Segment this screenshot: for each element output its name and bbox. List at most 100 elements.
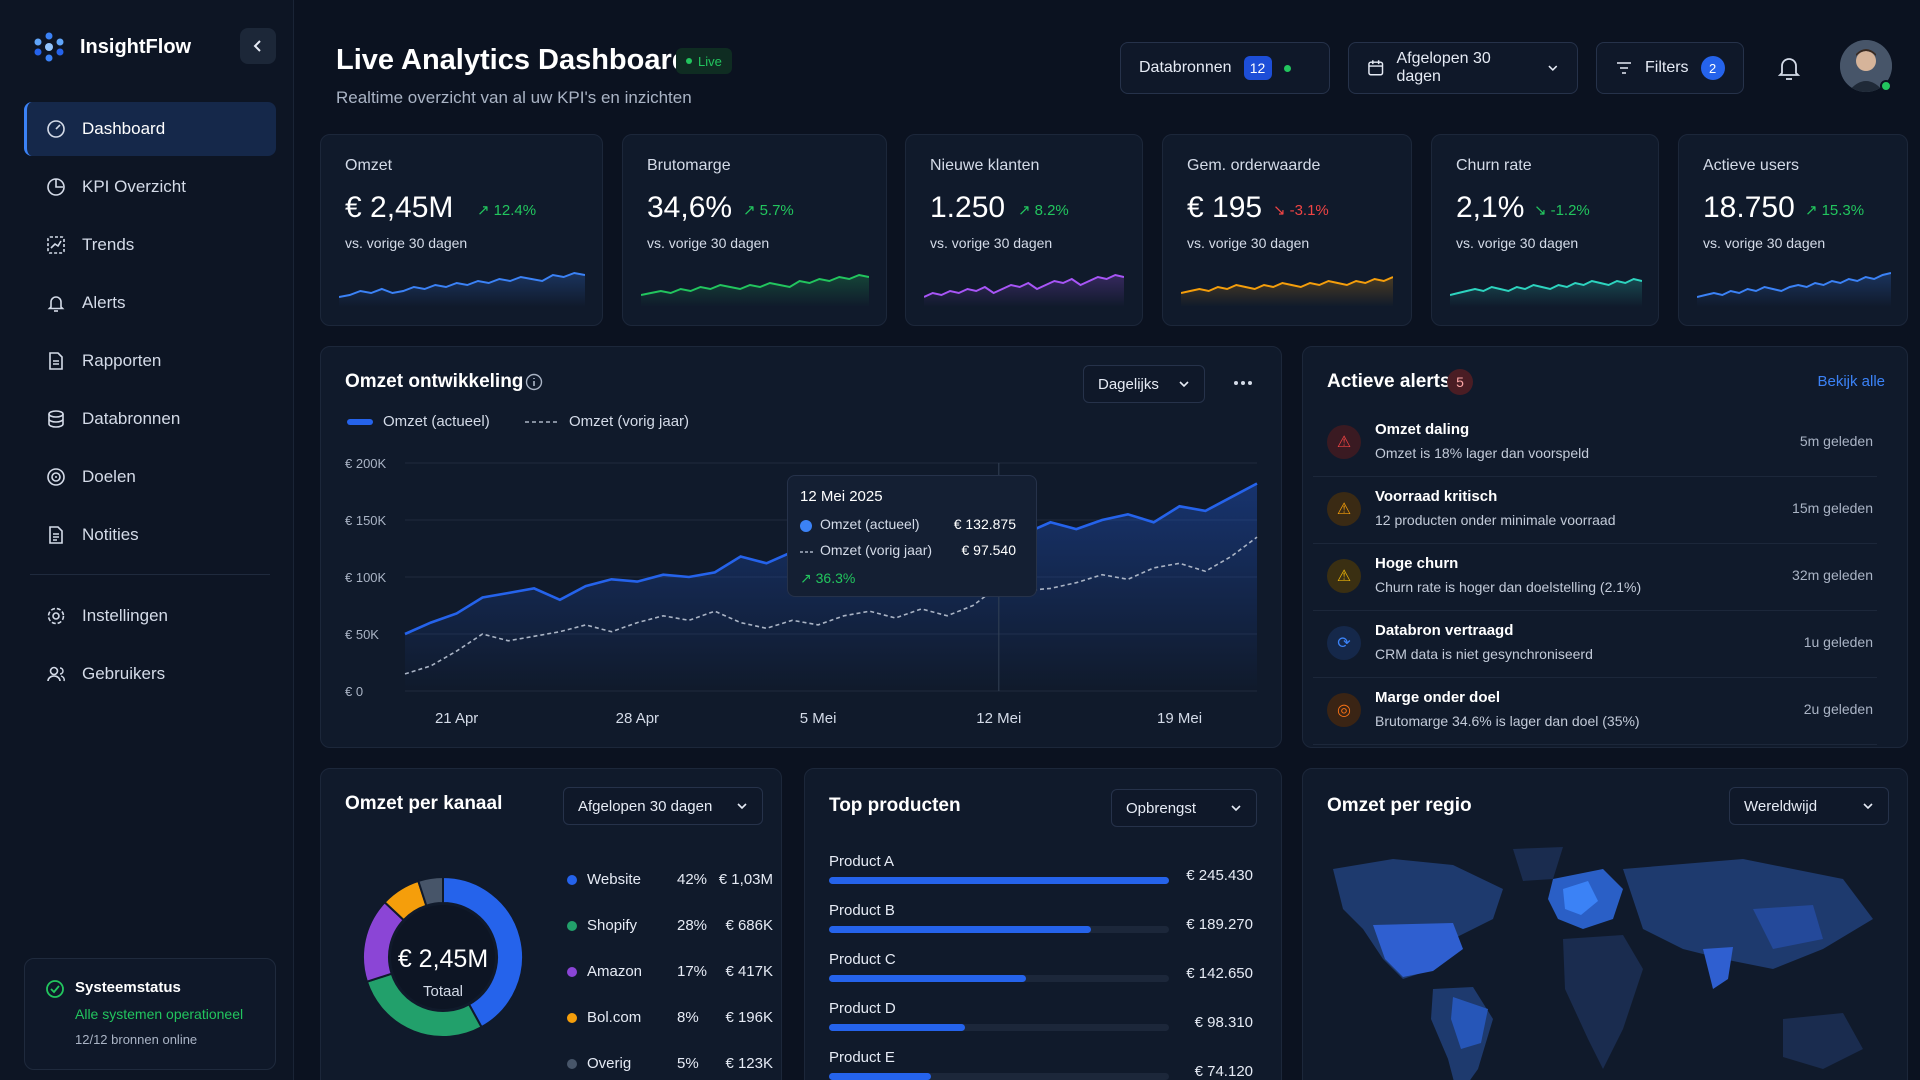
users-icon: [47, 666, 65, 682]
map-china[interactable]: [1753, 905, 1823, 949]
product-row[interactable]: Product B € 189.270: [829, 902, 1253, 946]
product-row[interactable]: Product D € 98.310: [829, 1000, 1253, 1044]
channel-legend-item[interactable]: Bol.com 8% € 196K: [567, 1007, 773, 1031]
kpi-card-orderwaarde[interactable]: Gem. orderwaarde € 195 ↘ -3.1% vs. vorige…: [1162, 134, 1412, 326]
granularity-select[interactable]: Dagelijks: [1083, 365, 1205, 403]
sidebar-item-notities[interactable]: Notities: [24, 508, 276, 562]
kpi-label: Brutomarge: [647, 157, 731, 174]
databronnen-button[interactable]: Databronnen 12: [1120, 42, 1330, 94]
sidebar-item-alerts[interactable]: Alerts: [24, 276, 276, 330]
channel-legend-item[interactable]: Overig 5% € 123K: [567, 1053, 773, 1077]
sidebar-item-label: KPI Overzicht: [82, 177, 186, 196]
kpi-sparkline: [924, 273, 1124, 307]
donut-slice[interactable]: [417, 875, 444, 907]
y-tick-label: € 150K: [345, 513, 387, 528]
channel-pct: 28%: [677, 917, 708, 934]
database-icon: [48, 410, 64, 428]
notifications-bell-icon[interactable]: [1776, 54, 1802, 82]
sidebar-item-rapporten[interactable]: Rapporten: [24, 334, 276, 388]
product-value: € 98.310: [1194, 1014, 1253, 1031]
map-asia[interactable]: [1623, 859, 1873, 969]
sidebar-item-label: Rapporten: [82, 351, 162, 370]
channel-legend-item[interactable]: Amazon 17% € 417K: [567, 961, 773, 985]
y-tick-label: € 100K: [345, 570, 387, 585]
kpi-card-churn[interactable]: Churn rate 2,1% ↘ -1.2% vs. vorige 30 dag…: [1431, 134, 1659, 326]
period-select[interactable]: Afgelopen 30 dagen: [1348, 42, 1578, 94]
alert-desc: CRM data is niet gesynchroniseerd: [1375, 646, 1593, 662]
product-row[interactable]: Product C € 142.650: [829, 951, 1253, 995]
donut-slice[interactable]: [442, 875, 524, 1029]
map-europe-highlight[interactable]: [1563, 881, 1598, 915]
sidebar-item-doelen[interactable]: Doelen: [24, 450, 276, 504]
alert-item[interactable]: ⚠ Hoge churn Churn rate is hoger dan doels…: [1313, 547, 1877, 611]
kpi-card-brutomarge[interactable]: Brutomarge 34,6% ↗ 5.7% vs. vorige 30 dag…: [622, 134, 887, 326]
map-north-america[interactable]: [1333, 859, 1503, 979]
info-icon[interactable]: [525, 373, 543, 391]
channel-legend-item[interactable]: Shopify 28% € 686K: [567, 915, 773, 939]
databronnen-count-badge: 12: [1243, 56, 1272, 80]
kpi-change: ↗ 5.7%: [743, 201, 794, 220]
channel-value: € 123K: [725, 1055, 773, 1072]
kpi-change: ↗ 15.3%: [1805, 201, 1864, 220]
warning-icon: ⚠: [1336, 568, 1352, 585]
product-row[interactable]: Product E € 74.120: [829, 1049, 1253, 1080]
legend-current[interactable]: Omzet (actueel): [347, 413, 490, 430]
kpi-change-value: 5.7%: [759, 201, 794, 219]
product-row[interactable]: Product A € 245.430: [829, 853, 1253, 897]
y-tick-label: € 0: [345, 684, 363, 699]
map-usa[interactable]: [1373, 923, 1463, 977]
system-status-card[interactable]: Systeemstatus Alle systemen operationeel…: [24, 958, 276, 1070]
alert-item[interactable]: ⚠ Omzet daling Omzet is 18% lager dan voor…: [1313, 413, 1877, 477]
more-options-icon[interactable]: [1231, 377, 1255, 389]
products-sort-select[interactable]: Opbrengst: [1111, 789, 1257, 827]
alert-icon-wrap: ⟳: [1327, 626, 1361, 660]
products-sort-value: Opbrengst: [1126, 799, 1197, 817]
trends-icon: [47, 236, 65, 254]
product-value: € 189.270: [1186, 916, 1253, 933]
bell-icon: [47, 296, 65, 312]
system-status-sources: 12/12 bronnen online: [75, 1032, 198, 1047]
map-australia[interactable]: [1783, 1013, 1863, 1069]
product-bar-track: [829, 926, 1169, 933]
alert-item[interactable]: ⚠ Voorraad kritisch 12 producten onder min…: [1313, 480, 1877, 544]
kpi-card-actieve-users[interactable]: Actieve users 18.750 ↗ 15.3% vs. vorige 3…: [1678, 134, 1908, 326]
sidebar-item-kpi[interactable]: KPI Overzicht: [24, 160, 276, 214]
channels-period-select[interactable]: Afgelopen 30 dagen: [563, 787, 763, 825]
channels-donut-chart[interactable]: [343, 857, 543, 1057]
alert-time: 5m geleden: [1799, 433, 1873, 449]
regions-scope-select[interactable]: Wereldwijd: [1729, 787, 1889, 825]
map-india[interactable]: [1703, 947, 1733, 989]
app-logo[interactable]: InsightFlow: [32, 30, 191, 64]
arrow-down-icon: ↘: [1534, 202, 1547, 219]
sidebar-item-label: Doelen: [82, 467, 136, 486]
sidebar-item-trends[interactable]: Trends: [24, 218, 276, 272]
target-icon: ◎: [1337, 702, 1351, 719]
kpi-value: € 2,45M: [345, 191, 454, 224]
product-value: € 245.430: [1186, 867, 1253, 884]
map-brazil[interactable]: [1451, 997, 1488, 1049]
kpi-card-nieuwe-klanten[interactable]: Nieuwe klanten 1.250 ↗ 8.2% vs. vorige 30…: [905, 134, 1143, 326]
tooltip-date: 12 Mei 2025: [800, 488, 883, 505]
kpi-value: 1.250: [930, 191, 1006, 224]
sidebar-item-dashboard[interactable]: Dashboard: [24, 102, 276, 156]
product-bar: [829, 877, 1169, 884]
legend-previous-label: Omzet (vorig jaar): [569, 413, 690, 430]
filters-button[interactable]: Filters 2: [1596, 42, 1744, 94]
channel-legend-item[interactable]: Website 42% € 1,03M: [567, 869, 773, 893]
sidebar-item-instellingen[interactable]: Instellingen: [24, 589, 276, 643]
world-map[interactable]: [1303, 829, 1908, 1080]
sidebar-item-databronnen[interactable]: Databronnen: [24, 392, 276, 446]
channel-pct: 5%: [677, 1055, 699, 1072]
alert-item[interactable]: ◎ Marge onder doel Brutomarge 34.6% is lag…: [1313, 681, 1877, 745]
kpi-card-omzet[interactable]: Omzet € 2,45M ↗ 12.4% vs. vorige 30 dagen: [320, 134, 603, 326]
alert-item[interactable]: ⟳ Databron vertraagd CRM data is niet gesy…: [1313, 614, 1877, 678]
kpi-sub: vs. vorige 30 dagen: [1703, 235, 1826, 251]
series-line-previous[interactable]: [404, 536, 1258, 675]
tooltip-change: ↗ 36.3%: [800, 570, 855, 587]
sidebar-item-gebruikers[interactable]: Gebruikers: [24, 647, 276, 701]
kpi-label: Actieve users: [1703, 157, 1800, 174]
legend-previous[interactable]: Omzet (vorig jaar): [525, 413, 689, 430]
view-all-alerts-link[interactable]: Bekijk alle: [1817, 373, 1885, 390]
collapse-sidebar-button[interactable]: [240, 28, 276, 64]
map-africa[interactable]: [1563, 935, 1643, 1069]
